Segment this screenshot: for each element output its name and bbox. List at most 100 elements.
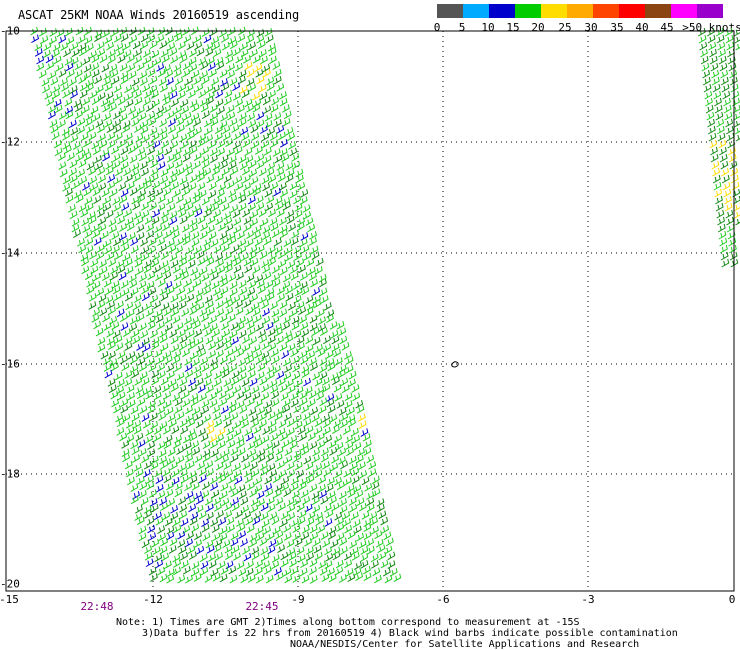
wind-barb <box>253 231 261 240</box>
wind-barb <box>286 209 295 219</box>
legend-swatch-10 <box>697 4 723 18</box>
wind-barb <box>163 271 172 280</box>
wind-barb <box>303 211 312 220</box>
wind-barb <box>230 488 239 498</box>
wind-barb <box>212 161 221 171</box>
wind-barb <box>190 223 198 233</box>
wind-barb <box>232 253 240 262</box>
wind-barb <box>82 224 91 233</box>
wind-barb <box>132 40 141 50</box>
wind-barb <box>326 398 335 408</box>
wind-barb <box>716 125 725 135</box>
wind-barb <box>720 251 729 261</box>
wind-barb <box>307 223 316 233</box>
wind-barb <box>238 358 247 367</box>
wind-barb <box>726 223 735 233</box>
wind-barb <box>251 546 260 555</box>
wind-barb <box>259 335 268 344</box>
wind-barb <box>121 202 130 211</box>
wind-barb <box>213 244 222 254</box>
wind-barb <box>208 231 217 241</box>
wind-barb <box>165 196 174 206</box>
wind-barb <box>205 460 214 470</box>
wind-barb <box>213 378 222 387</box>
wind-barb <box>219 397 228 407</box>
wind-barb <box>168 125 176 134</box>
wind-barb <box>207 215 216 225</box>
wind-barb <box>188 377 196 387</box>
wind-barb <box>173 566 181 576</box>
wind-barb <box>219 490 228 500</box>
wind-barb <box>236 271 244 281</box>
wind-barb <box>116 259 125 269</box>
wind-barb <box>270 104 279 113</box>
wind-barb <box>245 432 254 442</box>
wind-barb <box>254 484 263 493</box>
wind-barb <box>107 174 116 183</box>
wind-barb <box>160 260 169 269</box>
wind-barb <box>169 47 178 57</box>
wind-barb <box>226 426 235 436</box>
wind-barb <box>243 216 252 225</box>
wind-barb <box>287 504 296 513</box>
wind-barb <box>166 286 175 295</box>
wind-barb <box>189 218 198 227</box>
wind-barb <box>262 560 270 570</box>
wind-barb <box>235 181 244 191</box>
wind-barb <box>146 481 155 491</box>
wind-barb <box>154 511 162 521</box>
wind-barb <box>393 573 402 583</box>
wind-barb <box>174 33 183 42</box>
wind-barb <box>725 118 734 128</box>
wind-barb <box>371 525 379 535</box>
wind-barb <box>265 441 274 451</box>
wind-barb <box>216 510 224 519</box>
wind-barb <box>122 328 131 337</box>
wind-barb <box>710 153 719 163</box>
wind-barb <box>137 439 146 449</box>
wind-barb <box>66 36 75 45</box>
wind-barb <box>714 97 722 107</box>
wind-barb <box>178 209 187 218</box>
wind-barb <box>93 155 102 164</box>
wind-barb <box>96 287 105 297</box>
wind-barb <box>304 503 313 513</box>
wind-barb <box>129 323 138 332</box>
wind-barb <box>342 511 351 520</box>
wind-barb <box>155 475 164 484</box>
wind-barb <box>98 133 106 142</box>
wind-barb <box>85 202 94 212</box>
wind-barb <box>331 343 340 352</box>
wind-barb <box>709 55 718 65</box>
wind-barb <box>208 140 217 149</box>
wind-barb <box>258 208 267 218</box>
wind-barb <box>205 384 214 394</box>
note-line-1: Note: 1) Times are GMT 2)Times along bot… <box>116 617 580 628</box>
wind-barb <box>242 139 251 148</box>
wind-barb <box>205 503 214 513</box>
wind-barb <box>272 273 281 282</box>
wind-barb <box>131 329 140 338</box>
wind-barb <box>286 461 295 471</box>
wind-barb <box>175 245 184 255</box>
wind-barb <box>215 56 224 66</box>
wind-barb <box>193 204 201 213</box>
wind-barb <box>248 251 257 261</box>
wind-barb <box>351 467 360 477</box>
wind-barb <box>141 454 150 464</box>
wind-barb <box>199 230 208 240</box>
wind-barb <box>226 516 235 526</box>
wind-barb <box>120 313 128 322</box>
wind-barb <box>220 113 228 122</box>
wind-barb <box>78 75 87 84</box>
wind-barb <box>202 448 211 458</box>
wind-barb <box>113 404 121 414</box>
wind-barb <box>243 257 252 267</box>
wind-barb <box>176 411 185 421</box>
wind-barb <box>280 432 288 442</box>
wind-barb <box>187 260 196 269</box>
wind-barb <box>277 460 285 470</box>
wind-barb <box>301 369 310 378</box>
wind-barb <box>163 560 172 570</box>
wind-barb <box>159 286 168 296</box>
